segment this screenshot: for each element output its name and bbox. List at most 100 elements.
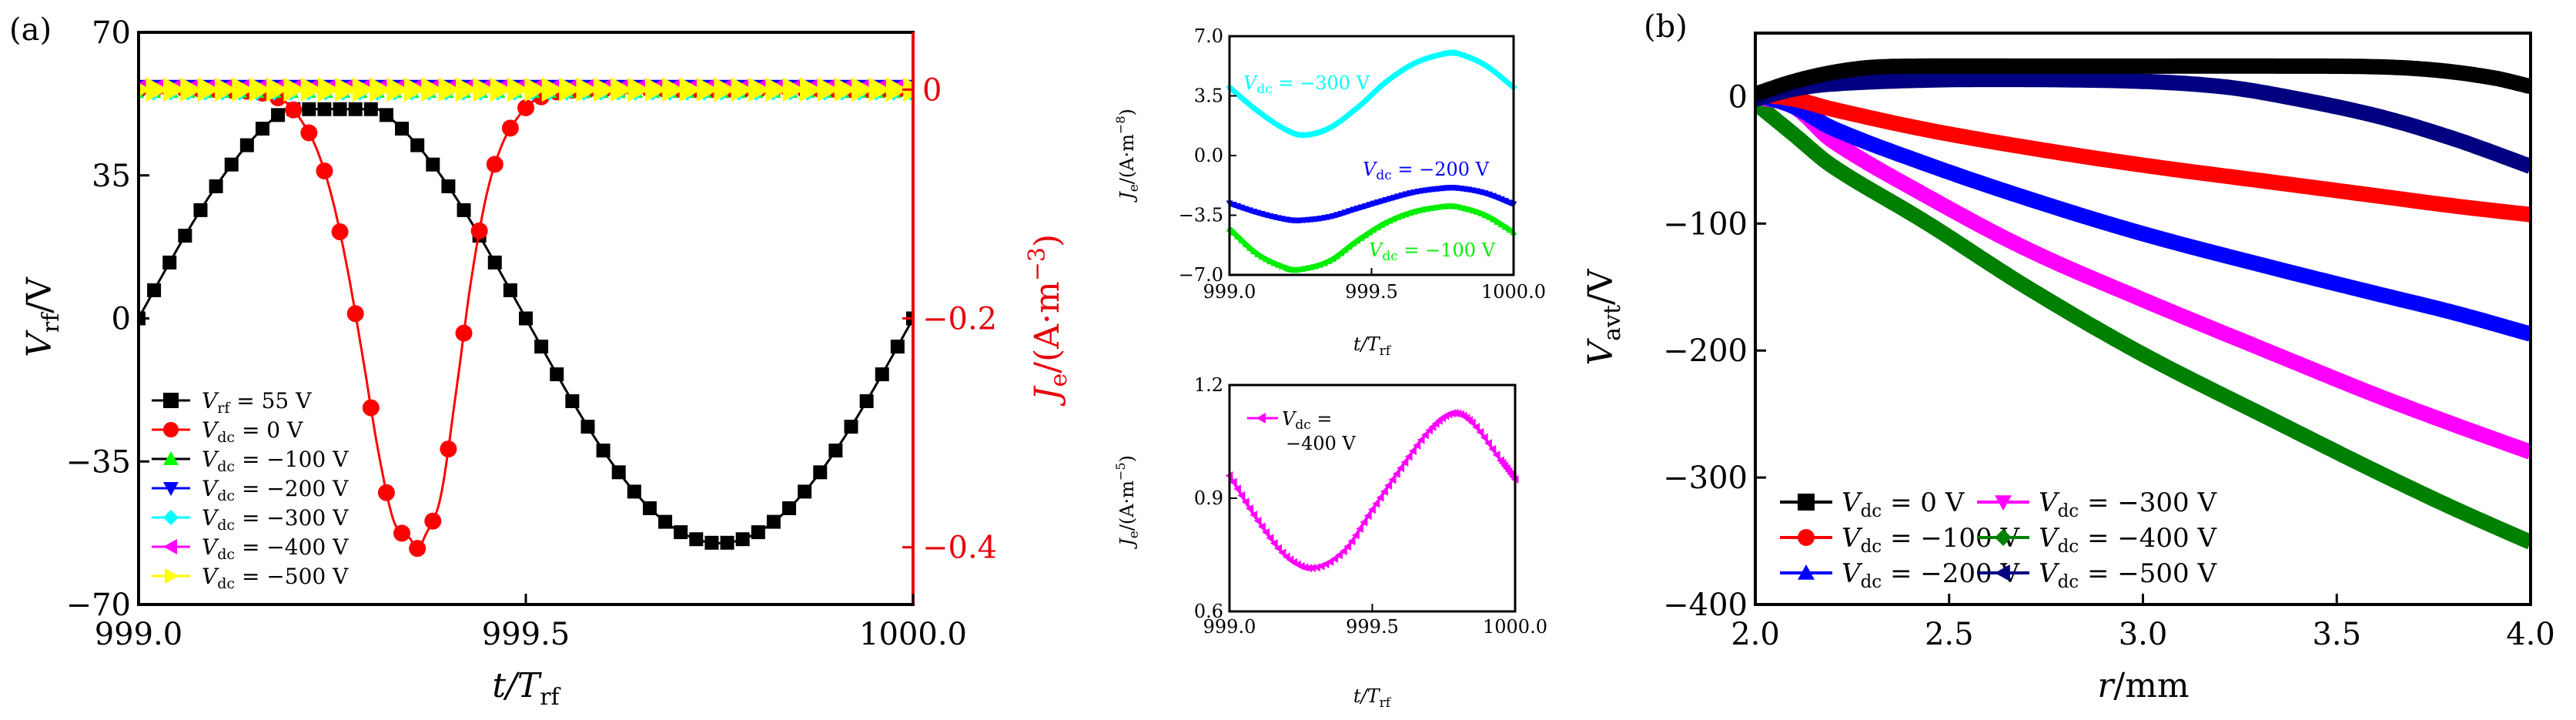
legend-marker xyxy=(1798,494,1815,511)
data-point xyxy=(1254,250,1262,258)
data-point xyxy=(1246,504,1253,513)
panel-a-y2-ticks: 0 −0.2 −0.4 xyxy=(902,72,997,566)
data-point xyxy=(885,77,908,102)
data-point xyxy=(335,77,358,102)
data-point xyxy=(1413,440,1421,450)
data-point xyxy=(1506,80,1514,88)
data-point xyxy=(748,77,771,102)
data-point xyxy=(1317,215,1325,223)
data-point xyxy=(393,524,411,542)
series-v-dc-100-v xyxy=(1226,203,1517,273)
series-v-dc-300-v xyxy=(1226,49,1517,139)
data-point xyxy=(766,514,781,529)
data-point xyxy=(1329,255,1337,262)
series-v-dc-400-v xyxy=(1225,409,1519,573)
data-point xyxy=(1404,452,1413,461)
data-point xyxy=(1229,229,1237,236)
data-point xyxy=(421,77,444,102)
series-v-dc-500-v xyxy=(1755,72,2531,174)
data-point xyxy=(283,77,306,102)
data-point xyxy=(1343,542,1352,551)
data-point xyxy=(1501,77,1509,85)
inset-a1-x-axis-title: t/Trf xyxy=(1353,333,1392,359)
data-point xyxy=(798,484,812,499)
data-point xyxy=(162,255,177,270)
data-point xyxy=(1476,427,1484,437)
data-point xyxy=(1366,93,1373,101)
legend-item-v-dc-400-v: Vdc = −400 V xyxy=(1977,523,2217,557)
data-point xyxy=(1333,212,1341,219)
data-point xyxy=(658,514,673,529)
data-point xyxy=(147,283,162,297)
data-point xyxy=(642,501,657,515)
data-point xyxy=(300,77,323,102)
data-point xyxy=(559,77,581,102)
panel-a-plot-area xyxy=(137,31,915,606)
data-point xyxy=(232,77,255,102)
data-point xyxy=(1279,263,1286,270)
panel-a: (a) 999.0 999.5 1000.0 70 35 0 −35 −70 0 −0.2 −0… xyxy=(9,12,1072,711)
data-point xyxy=(1382,79,1390,86)
legend-marker xyxy=(163,422,179,437)
data-point xyxy=(501,119,519,137)
data-point xyxy=(875,367,889,382)
data-point xyxy=(593,77,616,102)
data-point xyxy=(1300,563,1309,572)
data-point xyxy=(851,77,874,102)
data-point xyxy=(1410,189,1418,196)
data-point xyxy=(751,525,765,540)
data-point xyxy=(1378,221,1386,228)
legend-label: Vdc = −300 V xyxy=(202,505,349,534)
data-point xyxy=(440,440,457,458)
data-point xyxy=(1346,243,1353,250)
data-point xyxy=(410,138,425,152)
panel-a-x-axis-title: t/Trf xyxy=(492,666,560,711)
annotation-vdc-200: Vdc = −200 V xyxy=(1363,159,1490,183)
legend-item-v-dc-500-v: Vdc = −500 V xyxy=(152,564,349,592)
data-point xyxy=(828,444,843,458)
data-point xyxy=(1353,206,1361,213)
data-point xyxy=(1394,213,1402,220)
data-point xyxy=(1368,505,1376,514)
data-point xyxy=(1392,469,1400,478)
data-point xyxy=(386,77,410,102)
data-point xyxy=(139,82,151,97)
data-point xyxy=(1362,203,1370,209)
data-point xyxy=(519,311,533,326)
legend-item-v-dc-100-v: Vdc = −100 V xyxy=(152,447,349,475)
series-band-vdc-100-to-500 xyxy=(139,77,913,102)
data-point xyxy=(302,102,316,116)
data-point xyxy=(576,77,599,102)
data-point xyxy=(1465,206,1473,213)
data-point xyxy=(1274,261,1282,268)
data-point xyxy=(689,532,704,547)
legend-marker xyxy=(163,451,179,465)
data-point xyxy=(1467,418,1476,427)
inset-a1-x-ticks: 999.0 999.5 1000.0 xyxy=(1203,268,1546,303)
data-point xyxy=(1494,194,1501,201)
data-point xyxy=(1253,516,1262,525)
legend-marker xyxy=(1995,495,2012,511)
data-point xyxy=(1363,511,1372,521)
data-point xyxy=(735,532,750,547)
data-point xyxy=(1382,219,1390,226)
data-point xyxy=(395,122,410,136)
inset-a1-plot-area xyxy=(1226,35,1517,276)
y-tick-label: −35 xyxy=(66,444,131,480)
data-point xyxy=(541,77,564,102)
data-point xyxy=(470,222,488,239)
data-point xyxy=(1262,527,1270,537)
data-point xyxy=(1357,204,1365,211)
legend-label: Vdc = 0 V xyxy=(202,417,303,446)
data-point xyxy=(178,229,192,243)
data-point xyxy=(1384,481,1393,491)
y-tick-label: −7.0 xyxy=(1179,264,1223,286)
data-point xyxy=(679,77,702,102)
data-point xyxy=(1474,208,1481,215)
data-point xyxy=(1337,249,1345,256)
data-point xyxy=(239,138,254,152)
data-point xyxy=(1339,547,1347,556)
data-point xyxy=(146,77,169,102)
data-point xyxy=(1386,217,1393,224)
